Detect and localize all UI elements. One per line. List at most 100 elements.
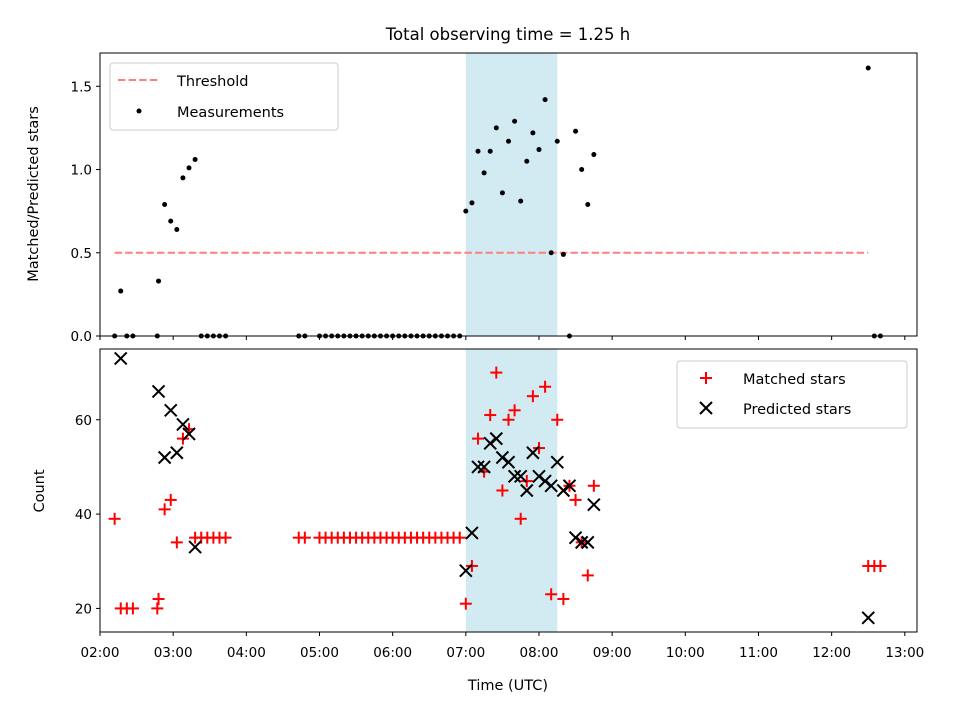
predicted-star-point (587, 497, 601, 512)
predicted-star-point (544, 479, 558, 493)
y-tick-label: 1.5 (71, 79, 92, 95)
measurement-point (865, 65, 871, 71)
measurement-point (493, 125, 499, 131)
top-panel: 0.0 0.5 1.0 1.5 Matched/Predicted stars Thr… (26, 52, 918, 345)
top-y-axis-label: Matched/Predicted stars (26, 106, 42, 282)
x-tick-label: 10:00 (666, 645, 705, 661)
predicted-star-point (489, 431, 504, 446)
matched-star-point (108, 512, 121, 525)
top-legend-box (109, 62, 339, 131)
bottom-y-ticks: 20 40 60 (75, 413, 100, 617)
bottom-y-axis-label: Count (32, 469, 48, 512)
measurement-point (536, 147, 542, 153)
bottom-x-ticks: 02:00 03:00 04:00 05:00 06:00 07:00 08:00 09:00… (81, 632, 924, 661)
matched-star-point (874, 559, 887, 572)
measurement-point (573, 128, 579, 134)
predicted-stars-points (114, 351, 875, 625)
matched-star-point (152, 592, 165, 605)
matched-star-point (496, 484, 509, 497)
measurement-point (186, 165, 192, 171)
measurement-point (542, 97, 548, 103)
x-tick-label: 13:00 (885, 645, 924, 661)
measurement-point (180, 175, 186, 181)
x-tick-label: 06:00 (373, 645, 412, 661)
predicted-star-point (581, 535, 595, 550)
legend-predicted-swatch (699, 401, 713, 415)
legend-measurements-swatch (136, 108, 142, 114)
measurement-point (506, 138, 511, 144)
predicted-star-point (562, 479, 577, 493)
top-legend: Threshold Measurements (109, 62, 339, 131)
bottom-legend-box (676, 360, 908, 429)
x-tick-label: 04:00 (227, 645, 266, 661)
predicted-star-point (459, 563, 473, 578)
matched-star-point (539, 380, 552, 393)
legend-measurements-label: Measurements (177, 105, 284, 121)
y-tick-label: 0.5 (71, 246, 92, 262)
legend-threshold-label: Threshold (176, 74, 248, 90)
predicted-star-point (861, 611, 875, 625)
predicted-star-point (182, 427, 196, 441)
matched-star-point (557, 592, 570, 605)
matched-star-point (472, 432, 485, 445)
measurement-point (156, 278, 162, 284)
bottom-axes-frame (99, 348, 918, 633)
measurement-point (174, 226, 180, 232)
bottom-panel: 20 40 60 02:00 03:00 04:00 05:00 06:00 07:00 08:… (32, 348, 924, 694)
predicted-star-point (188, 540, 202, 554)
legend-predicted-label: Predicted stars (743, 402, 851, 418)
matched-star-point (569, 493, 582, 506)
matched-star-point (298, 531, 311, 544)
top-y-ticks: 0.0 0.5 1.0 1.5 (71, 79, 100, 345)
predicted-star-point (164, 403, 178, 418)
matched-star-point (581, 569, 594, 582)
x-tick-label: 07:00 (446, 645, 485, 661)
measurement-point (118, 288, 124, 294)
measurement-point (512, 118, 518, 124)
predicted-star-point (471, 460, 485, 474)
measurement-point (475, 148, 481, 154)
measurement-point (518, 198, 524, 204)
matched-star-point (164, 493, 177, 506)
matched-star-point (526, 390, 539, 403)
predicted-star-point (550, 455, 564, 469)
predicted-star-point (114, 351, 128, 366)
x-axis-label: Time (UTC) (467, 678, 548, 694)
matched-star-point (151, 602, 164, 615)
measurement-point (487, 148, 493, 154)
predicted-star-point (176, 417, 190, 432)
x-tick-label: 02:00 (81, 645, 120, 661)
predicted-star-point (157, 450, 172, 465)
matched-star-point (514, 512, 527, 525)
top-highlight-span (465, 53, 558, 336)
measurement-point (548, 250, 554, 256)
measurement-point (469, 200, 475, 206)
matched-star-point (502, 413, 515, 426)
measurement-point (481, 170, 487, 176)
measurement-point (463, 208, 469, 214)
chart-title: Total observing time = 1.25 h (385, 25, 630, 44)
predicted-star-point (151, 384, 166, 399)
predicted-star-point (507, 469, 522, 484)
predicted-star-point (477, 460, 491, 474)
measurement-point (591, 152, 597, 158)
matched-star-point (219, 531, 232, 544)
measurement-point (524, 158, 530, 164)
matched-star-point (459, 597, 472, 610)
legend-matched-label: Matched stars (743, 372, 846, 388)
x-tick-label: 05:00 (300, 645, 339, 661)
y-tick-label: 60 (75, 413, 92, 429)
measurement-point (192, 157, 198, 163)
x-tick-label: 11:00 (739, 645, 778, 661)
y-tick-label: 40 (75, 507, 92, 523)
matched-star-point (126, 602, 139, 615)
x-tick-label: 09:00 (593, 645, 632, 661)
matched-star-point (170, 536, 183, 549)
predicted-star-point (170, 446, 184, 460)
predicted-star-point (526, 446, 540, 460)
matched-star-point (508, 404, 521, 417)
y-tick-label: 1.0 (71, 163, 92, 179)
y-tick-label: 0.0 (71, 329, 92, 345)
matched-star-point (490, 366, 503, 379)
